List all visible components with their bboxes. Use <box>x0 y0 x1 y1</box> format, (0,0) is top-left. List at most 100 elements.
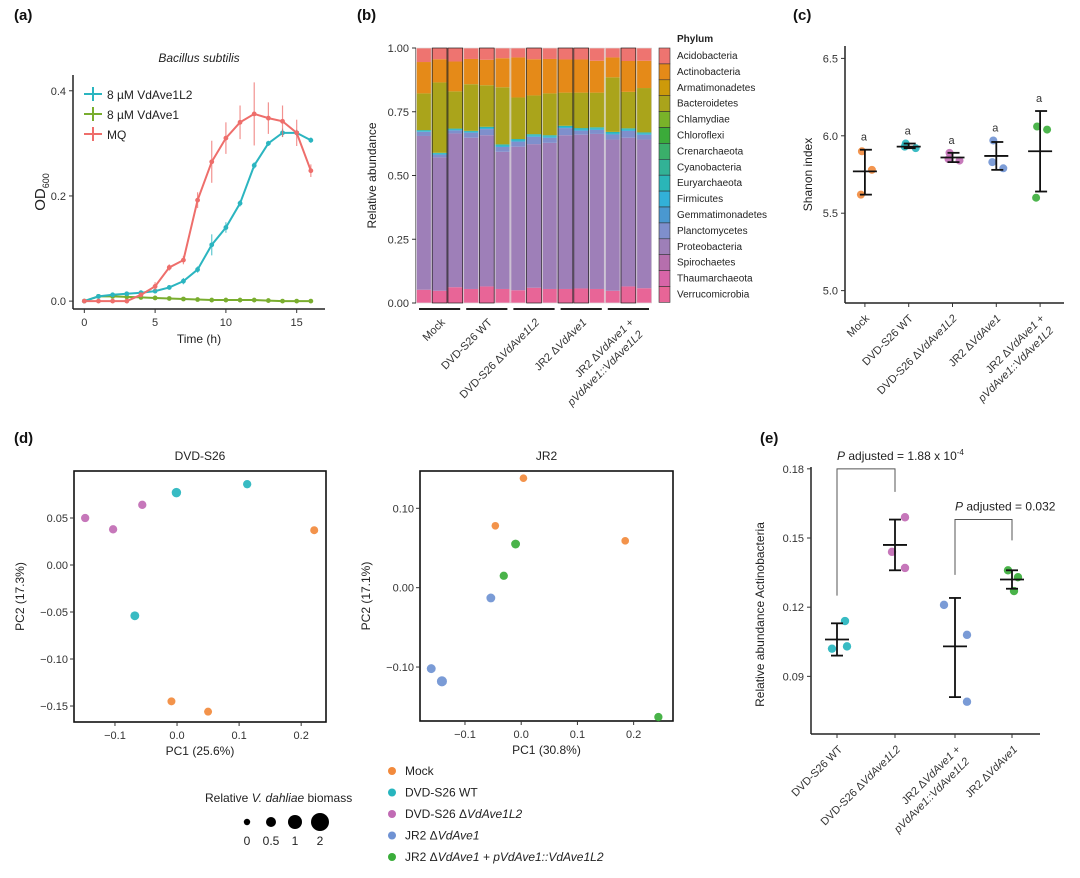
bar-segment-euryarchaeota <box>573 128 590 130</box>
legend-swatch <box>658 254 671 271</box>
bar-segment-euryarchaeota <box>636 132 652 134</box>
label-part: VdAve1 <box>985 744 1021 780</box>
data-point <box>251 163 257 168</box>
data-point <box>842 642 852 651</box>
bar-segment-firmicutes <box>620 129 637 131</box>
y-axis-title: PC2 (17.3%) <box>13 562 27 631</box>
size-legend-label: 1 <box>292 834 299 848</box>
actinobacteria-chart: 0.09 0.12 0.15 0.18 Relative abundance Actin… <box>753 448 1056 836</box>
bar-outline <box>573 47 589 304</box>
bar-segment-bacteroidetes <box>526 95 542 135</box>
legend-swatch <box>658 47 671 65</box>
data-point <box>988 158 997 167</box>
bar-sample-9 <box>541 47 558 304</box>
bar-segment-euryarchaeota <box>526 134 542 136</box>
bar-segment-acidobacteria <box>620 48 637 62</box>
data-point <box>195 267 200 272</box>
data-point <box>152 295 158 301</box>
panel-label-c: (c) <box>793 7 811 24</box>
data-point <box>939 600 949 610</box>
data-point <box>166 285 172 290</box>
bar-segment-firmicutes <box>636 133 652 135</box>
data-point <box>166 265 172 270</box>
bar-segment-acidobacteria <box>494 48 511 59</box>
bar-segment-firmicutes <box>589 128 605 130</box>
bar-segment-actinobacteria <box>541 58 558 94</box>
legend-swatch <box>658 286 671 303</box>
data-point <box>96 293 101 299</box>
pca-point <box>654 712 663 722</box>
bar-sample-12 <box>589 47 605 304</box>
pca-dvd-s26: DVD-S26 −0.1 0.0 0.1 0.2 −0.15 −0.10 −0.05 0.00 0… <box>13 449 327 758</box>
label-part: DVD-S26 Δ <box>458 352 507 401</box>
significance-letter: a <box>948 135 955 147</box>
pca-point <box>130 611 140 621</box>
size-legend-dot <box>288 815 302 829</box>
data-point <box>96 298 101 304</box>
pca-point <box>486 593 496 603</box>
label-part: DVD-S26 WT <box>405 786 478 800</box>
x-tick-label: 0.0 <box>169 730 184 742</box>
y-tick-label: 5.5 <box>823 208 838 220</box>
bar-segment-verrucomicrobia <box>416 289 432 303</box>
bar-segment-proteobacteria <box>636 139 652 289</box>
bar-segment-bacteroidetes <box>573 92 590 129</box>
bar-segment-bacteroidetes <box>494 87 511 145</box>
bar-segment-planctomycetes <box>636 134 652 140</box>
data-point <box>1033 122 1042 131</box>
bracket-line <box>836 468 896 596</box>
bar-segment-firmicutes <box>478 128 495 130</box>
x-tick-label: DVD-S26 ΔVdAve1L2 <box>875 313 959 397</box>
bar-sample-4 <box>463 47 479 304</box>
data-point <box>223 297 229 303</box>
data-point <box>265 140 271 146</box>
x-tick-label: 15 <box>291 317 303 329</box>
legend-swatch <box>658 238 671 256</box>
size-legend-dot <box>243 818 251 826</box>
legend-swatch <box>658 127 671 144</box>
plot-frame <box>73 470 327 723</box>
label-part: VdAve1 <box>554 317 590 353</box>
legend-label: DVD-S26 ΔVdAve1L2 <box>405 807 523 821</box>
x-tick-label: 10 <box>220 317 232 329</box>
bar-segment-acidobacteria <box>573 48 590 60</box>
y-tick-label: 0.0 <box>51 296 66 308</box>
bar-segment-euryarchaeota <box>478 126 495 129</box>
group-2: DVD-S26 ΔVdAve1L2 <box>819 513 910 828</box>
bar-segment-firmicutes <box>573 129 590 131</box>
label-part: Relative <box>205 791 252 805</box>
bar-segment-bacteroidetes <box>604 77 621 132</box>
x-tick-label: Mock <box>845 312 872 339</box>
x-tick-label: −0.1 <box>104 730 126 742</box>
bar-segment-firmicutes <box>447 129 464 131</box>
bar-outline <box>557 47 574 304</box>
data-point <box>152 283 158 289</box>
bar-segment-planctomycetes <box>620 130 637 138</box>
bar-segment-proteobacteria <box>431 157 448 291</box>
bar-segment-actinobacteria <box>463 58 479 85</box>
bar-sample-11 <box>573 47 590 304</box>
significance-letter: a <box>905 126 912 138</box>
y-tick-label: 6.5 <box>823 53 838 65</box>
bar-segment-proteobacteria <box>463 137 479 289</box>
data-point <box>308 168 314 174</box>
bar-segment-euryarchaeota <box>494 144 511 146</box>
y-tick-label: −0.15 <box>40 701 68 713</box>
bar-segment-proteobacteria <box>557 135 574 289</box>
data-point <box>181 278 186 284</box>
size-legend-label: 0.5 <box>263 834 280 848</box>
bar-segment-proteobacteria <box>510 146 527 291</box>
p-text: adjusted = 1.88 x 10 <box>845 449 957 463</box>
legend-dot <box>388 810 396 818</box>
bar-segment-firmicutes <box>557 127 574 129</box>
size-legend-label: 2 <box>317 834 324 848</box>
panel-label-a: (a) <box>14 7 32 24</box>
label-part: VdAve1 <box>438 829 480 843</box>
series-8-m-vdave1l2 <box>81 128 314 304</box>
legend-swatch <box>658 270 671 287</box>
pca-point <box>491 521 500 530</box>
bar-segment-acidobacteria <box>589 48 605 61</box>
bar-segment-firmicutes <box>510 140 527 142</box>
label-part: VdAve1L2 <box>915 313 959 357</box>
